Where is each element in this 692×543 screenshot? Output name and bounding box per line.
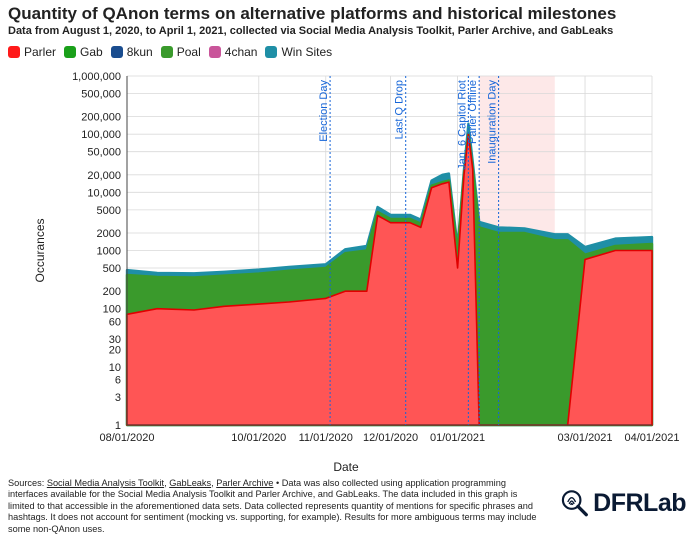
fingerprint-magnifier-icon [561,490,588,517]
chart-subtitle: Data from August 1, 2020, to April 1, 20… [8,25,614,37]
y-tick-label: 1,000,000 [72,71,121,83]
milestone-label: Election Day [318,80,330,142]
legend-swatch [208,46,221,58]
milestone-label: Parler Offline [467,80,479,144]
legend-swatch [110,46,123,58]
legend-swatch [8,46,20,58]
legend-label: Win Sites [281,45,333,59]
x-tick-label: 04/01/2021 [624,432,679,444]
legend-item: Gab [64,45,103,59]
y-tick-label: 500,000 [81,89,121,101]
x-axis-label: Date [333,460,359,474]
chart-legend: Parler Gab 8kun Poal 4chan Win Sites [8,45,340,59]
y-tick-label: 500 [103,263,121,275]
logo-text: DFRLab [593,488,686,517]
legend-swatch [64,46,77,58]
y-tick-label: 20 [109,344,121,356]
x-tick-label: 03/01/2021 [557,432,612,444]
footer-sep: , [211,478,217,488]
legend-swatch [265,46,278,58]
y-tick-label: 1 [115,420,121,432]
legend-item: Win Sites [265,45,332,59]
source-link-parler-archive[interactable]: Parler Archive [216,478,274,488]
x-tick-label: 10/01/2020 [231,432,286,444]
legend-label: Gab [80,45,103,59]
y-tick-label: 10 [109,362,121,374]
y-tick-label: 200 [103,286,121,298]
legend-label: Poal [176,45,201,59]
y-tick-label: 10,000 [87,187,121,199]
y-tick-label: 1000 [97,246,121,258]
milestone-label: Inauguration Day [487,80,499,164]
footer-note: • Data was also collected using applicat… [8,478,537,534]
legend-item: Parler [8,45,56,59]
y-tick-label: 5000 [97,205,121,217]
legend-item: 4chan [208,45,258,59]
y-tick-label: 6 [115,375,121,387]
y-tick-label: 3 [115,392,121,404]
y-tick-label: 2000 [97,228,121,240]
x-tick-label: 11/01/2020 [299,432,353,444]
y-tick-label: 30 [109,334,121,346]
source-link-gableaks[interactable]: GabLeaks [169,478,212,488]
y-tick-label: 200,000 [81,112,121,124]
footer-prefix: Sources: [8,478,47,488]
y-tick-label: 100,000 [81,129,121,141]
milestone-label: Jan. 6 Capitol Riot [456,80,468,170]
x-tick-label: 01/01/2021 [430,432,485,444]
chart-title: Quantity of QAnon terms on alternative p… [8,4,617,23]
dfrlab-logo: DFRLab [560,486,686,520]
y-tick-label: 20,000 [87,170,121,182]
y-tick-label: 60 [109,317,121,329]
source-link-smat[interactable]: Social Media Analysis Toolkit [46,478,165,488]
legend-label: Parler [24,45,57,59]
y-axis-label: Occurances [33,218,47,282]
footer-sep: , [164,478,170,488]
footer-sources: Sources: Social Media Analysis Toolkit, … [8,478,543,535]
legend-item: Poal [160,45,201,59]
y-tick-label: 50,000 [87,147,121,159]
legend-swatch [160,46,173,58]
x-tick-label: 12/01/2020 [363,432,418,444]
y-tick-label: 100 [103,304,121,316]
legend-label: 8kun [126,45,153,59]
legend-item: 8kun [110,45,153,59]
x-tick-label: 08/01/2020 [99,432,154,444]
legend-label: 4chan [224,45,258,59]
milestone-label: Last Q Drop [394,80,406,139]
